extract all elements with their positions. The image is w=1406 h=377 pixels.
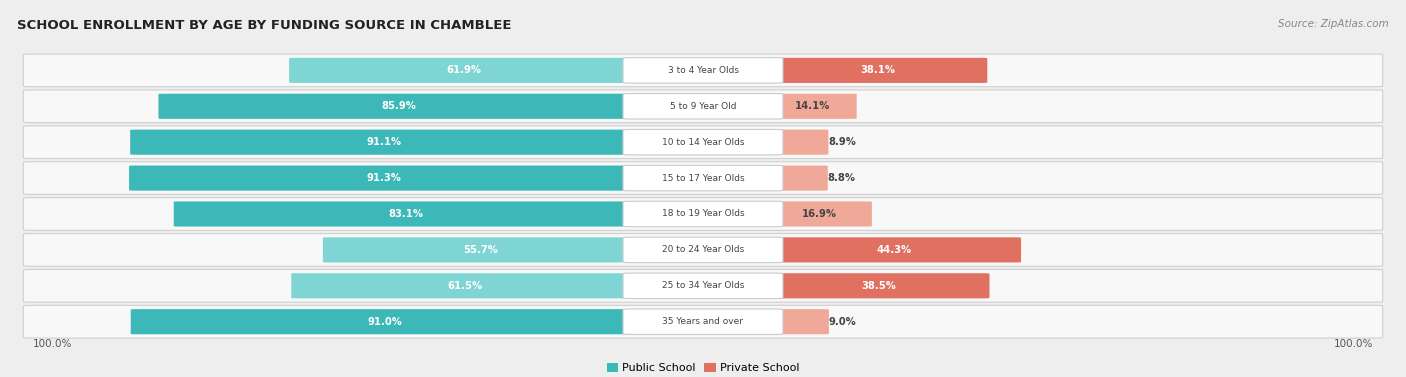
Text: 91.3%: 91.3%	[367, 173, 401, 183]
FancyBboxPatch shape	[768, 309, 830, 334]
FancyBboxPatch shape	[24, 162, 1382, 195]
Text: 91.0%: 91.0%	[367, 317, 402, 327]
FancyBboxPatch shape	[291, 273, 638, 298]
FancyBboxPatch shape	[323, 238, 638, 262]
FancyBboxPatch shape	[24, 305, 1382, 338]
Text: 38.1%: 38.1%	[860, 65, 896, 75]
FancyBboxPatch shape	[623, 129, 783, 155]
FancyBboxPatch shape	[623, 58, 783, 83]
FancyBboxPatch shape	[768, 238, 1021, 262]
Text: 100.0%: 100.0%	[1334, 339, 1374, 349]
FancyBboxPatch shape	[768, 166, 828, 191]
FancyBboxPatch shape	[623, 93, 783, 119]
FancyBboxPatch shape	[768, 94, 856, 119]
Text: 83.1%: 83.1%	[388, 209, 423, 219]
Text: 15 to 17 Year Olds: 15 to 17 Year Olds	[662, 173, 744, 182]
FancyBboxPatch shape	[159, 94, 638, 119]
Text: 35 Years and over: 35 Years and over	[662, 317, 744, 326]
FancyBboxPatch shape	[24, 90, 1382, 123]
Text: 44.3%: 44.3%	[877, 245, 912, 255]
Text: 55.7%: 55.7%	[463, 245, 498, 255]
FancyBboxPatch shape	[768, 273, 990, 298]
Text: 100.0%: 100.0%	[32, 339, 72, 349]
FancyBboxPatch shape	[131, 309, 638, 334]
Text: 20 to 24 Year Olds: 20 to 24 Year Olds	[662, 245, 744, 254]
Text: 91.1%: 91.1%	[367, 137, 402, 147]
Text: 9.0%: 9.0%	[830, 317, 856, 327]
Text: 85.9%: 85.9%	[381, 101, 416, 111]
Text: 61.5%: 61.5%	[447, 281, 482, 291]
FancyBboxPatch shape	[129, 166, 638, 191]
FancyBboxPatch shape	[768, 201, 872, 227]
FancyBboxPatch shape	[174, 201, 638, 227]
Text: 61.9%: 61.9%	[446, 65, 481, 75]
FancyBboxPatch shape	[768, 130, 828, 155]
Text: 8.8%: 8.8%	[828, 173, 856, 183]
Text: 5 to 9 Year Old: 5 to 9 Year Old	[669, 102, 737, 111]
FancyBboxPatch shape	[131, 130, 638, 155]
FancyBboxPatch shape	[24, 126, 1382, 158]
FancyBboxPatch shape	[24, 198, 1382, 230]
Text: 3 to 4 Year Olds: 3 to 4 Year Olds	[668, 66, 738, 75]
Text: 8.9%: 8.9%	[828, 137, 856, 147]
Text: 14.1%: 14.1%	[794, 101, 830, 111]
Text: 25 to 34 Year Olds: 25 to 34 Year Olds	[662, 281, 744, 290]
FancyBboxPatch shape	[623, 201, 783, 227]
FancyBboxPatch shape	[24, 54, 1382, 87]
Text: 38.5%: 38.5%	[860, 281, 896, 291]
Text: 16.9%: 16.9%	[803, 209, 837, 219]
FancyBboxPatch shape	[623, 237, 783, 263]
FancyBboxPatch shape	[623, 166, 783, 191]
Text: Source: ZipAtlas.com: Source: ZipAtlas.com	[1278, 19, 1389, 29]
FancyBboxPatch shape	[290, 58, 638, 83]
FancyBboxPatch shape	[768, 58, 987, 83]
FancyBboxPatch shape	[24, 270, 1382, 302]
Text: 18 to 19 Year Olds: 18 to 19 Year Olds	[662, 210, 744, 219]
Text: 10 to 14 Year Olds: 10 to 14 Year Olds	[662, 138, 744, 147]
FancyBboxPatch shape	[24, 234, 1382, 266]
FancyBboxPatch shape	[623, 309, 783, 334]
Text: SCHOOL ENROLLMENT BY AGE BY FUNDING SOURCE IN CHAMBLEE: SCHOOL ENROLLMENT BY AGE BY FUNDING SOUR…	[17, 19, 512, 32]
Legend: Public School, Private School: Public School, Private School	[602, 358, 804, 377]
FancyBboxPatch shape	[623, 273, 783, 299]
